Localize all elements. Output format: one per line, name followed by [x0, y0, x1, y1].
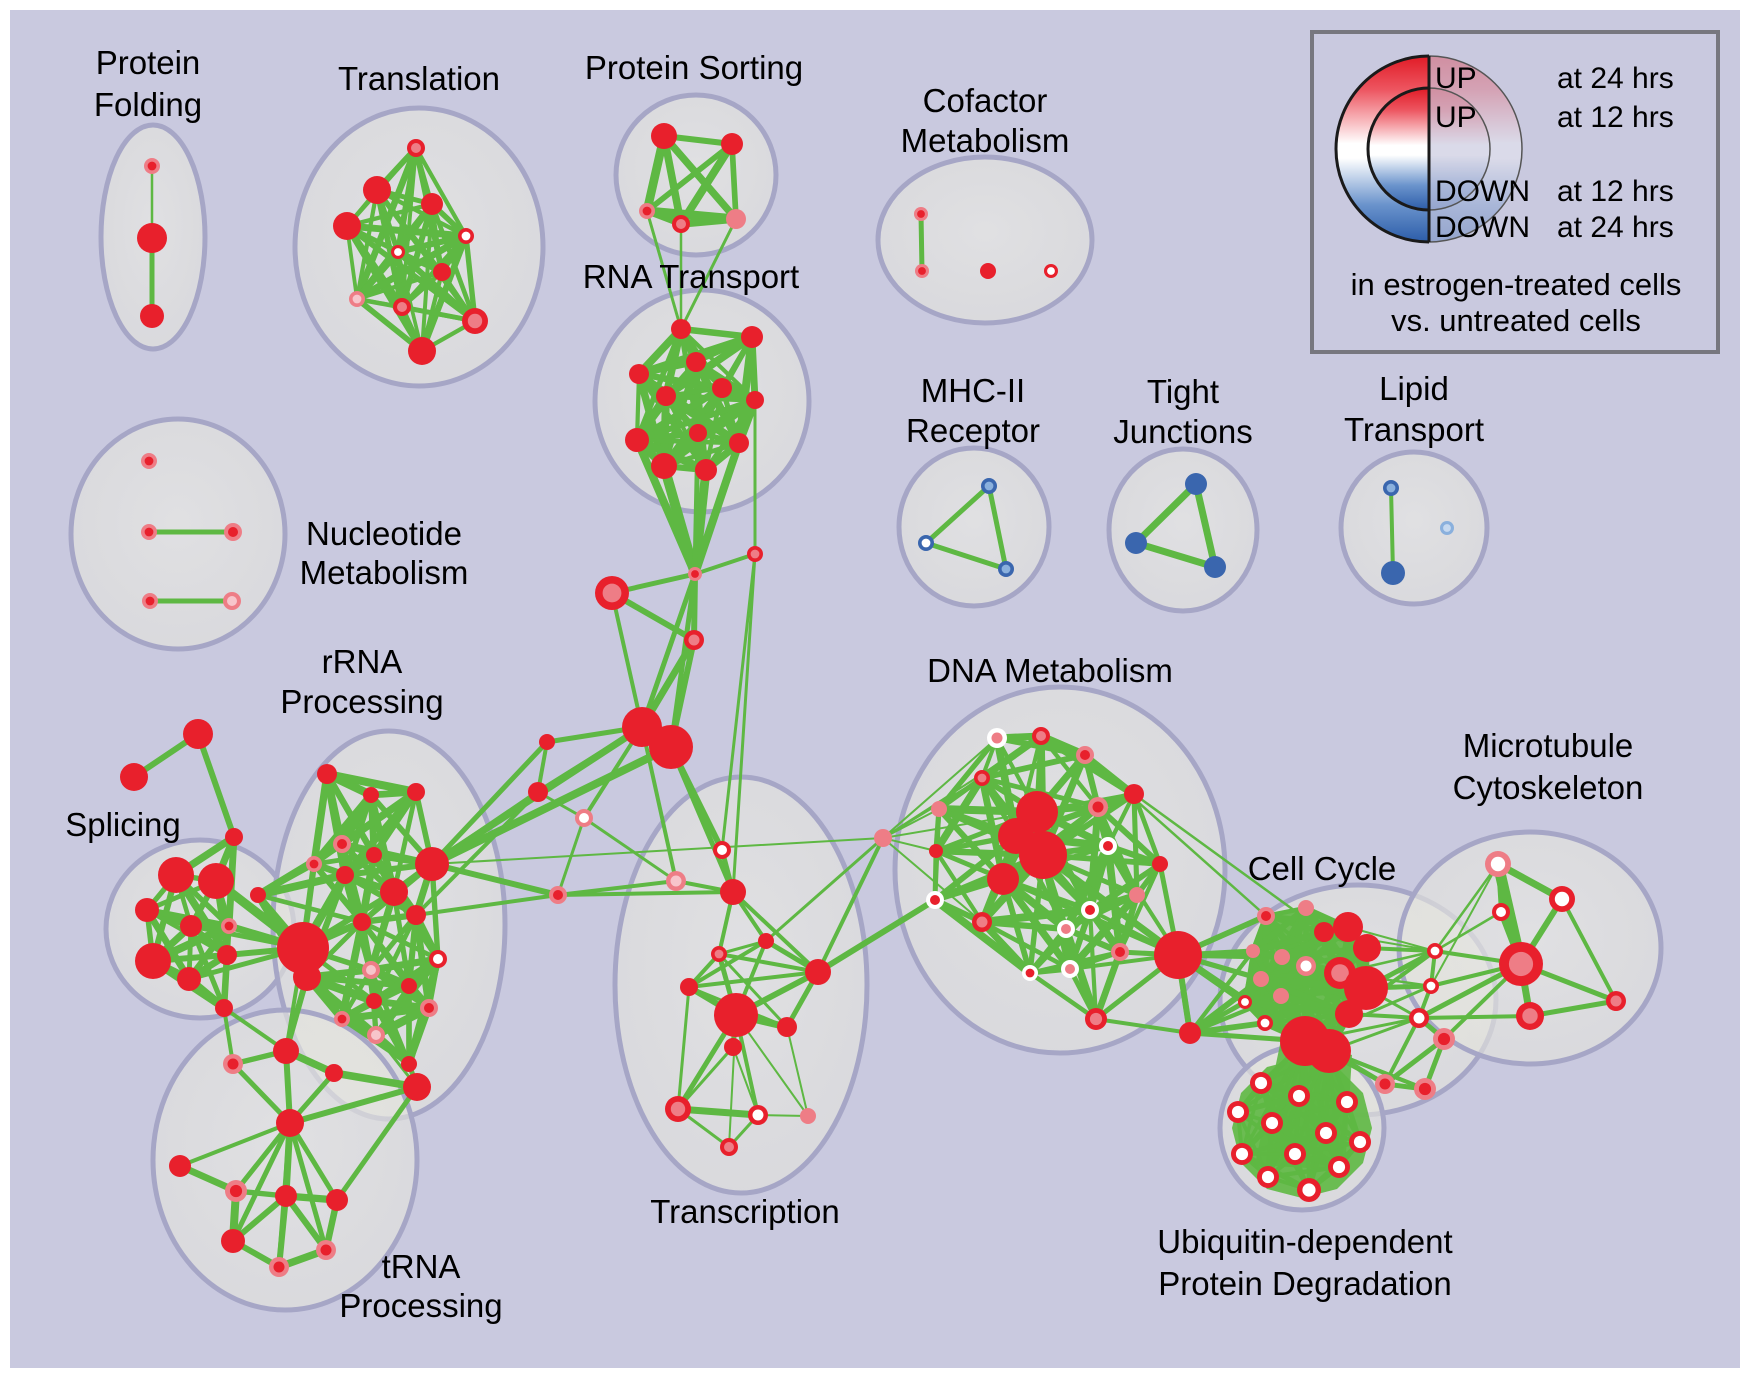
svg-text:DNA Metabolism: DNA Metabolism	[927, 652, 1173, 689]
svg-text:Transcription: Transcription	[650, 1193, 840, 1230]
svg-text:rRNA: rRNA	[322, 643, 403, 680]
svg-text:Tight: Tight	[1147, 373, 1219, 410]
svg-text:Cell Cycle: Cell Cycle	[1248, 850, 1397, 887]
svg-text:Processing: Processing	[280, 683, 443, 720]
svg-text:Translation: Translation	[338, 60, 500, 97]
svg-text:at 24 hrs: at 24 hrs	[1557, 62, 1674, 95]
svg-text:Nucleotide: Nucleotide	[306, 515, 462, 552]
svg-text:at 12 hrs: at 12 hrs	[1557, 175, 1674, 208]
svg-text:Protein: Protein	[96, 44, 201, 81]
svg-text:Processing: Processing	[339, 1287, 502, 1324]
svg-text:DOWN: DOWN	[1435, 175, 1530, 208]
svg-text:Receptor: Receptor	[906, 412, 1040, 449]
svg-text:Transport: Transport	[1344, 411, 1484, 448]
svg-text:Cofactor: Cofactor	[923, 82, 1048, 119]
svg-text:DOWN: DOWN	[1435, 211, 1530, 244]
svg-text:Splicing: Splicing	[65, 806, 181, 843]
svg-text:MHC-II: MHC-II	[921, 372, 1025, 409]
svg-text:Folding: Folding	[94, 86, 202, 123]
svg-text:Protein Degradation: Protein Degradation	[1158, 1265, 1452, 1302]
svg-text:tRNA: tRNA	[382, 1248, 461, 1285]
svg-text:at 12 hrs: at 12 hrs	[1557, 101, 1674, 134]
svg-text:Metabolism: Metabolism	[300, 554, 469, 591]
svg-text:Microtubule: Microtubule	[1463, 727, 1634, 764]
svg-text:Protein Sorting: Protein Sorting	[585, 49, 803, 86]
svg-text:Ubiquitin-dependent: Ubiquitin-dependent	[1157, 1223, 1452, 1260]
svg-text:RNA Transport: RNA Transport	[583, 258, 799, 295]
svg-text:vs. untreated cells: vs. untreated cells	[1391, 303, 1641, 338]
svg-text:at 24 hrs: at 24 hrs	[1557, 211, 1674, 244]
svg-text:UP: UP	[1435, 62, 1477, 95]
svg-text:UP: UP	[1435, 101, 1477, 134]
svg-text:in estrogen-treated cells: in estrogen-treated cells	[1351, 267, 1682, 302]
svg-text:Junctions: Junctions	[1113, 413, 1252, 450]
svg-text:Cytoskeleton: Cytoskeleton	[1453, 769, 1644, 806]
svg-text:Lipid: Lipid	[1379, 370, 1449, 407]
svg-text:Metabolism: Metabolism	[901, 122, 1070, 159]
